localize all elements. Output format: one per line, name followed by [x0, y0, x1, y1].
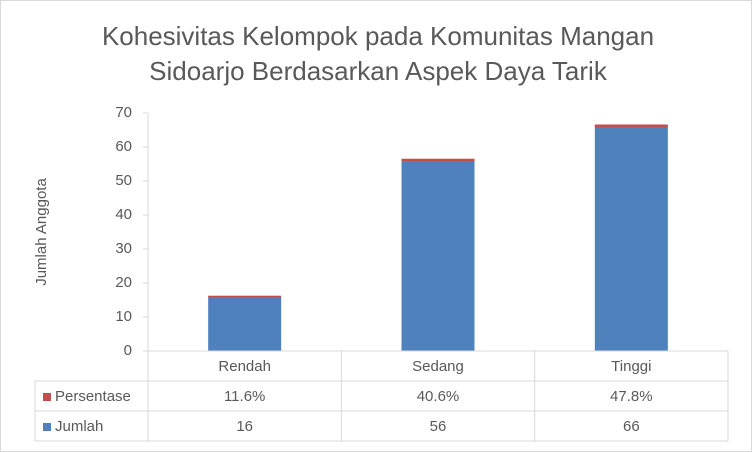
chart-title: Sidoarjo Berdasarkan Aspek Daya Tarik — [149, 56, 608, 86]
data-table-cell: 66 — [623, 418, 640, 435]
y-tick-label: 70 — [115, 104, 132, 121]
bar — [594, 126, 668, 352]
y-tick-label: 30 — [115, 240, 132, 257]
legend-label: Persentase — [55, 388, 131, 405]
data-table-cell: 47.8% — [610, 388, 653, 405]
legend-swatch — [43, 393, 51, 401]
y-axis-label: Jumlah Anggota — [33, 178, 50, 286]
y-tick-label: 0 — [124, 342, 132, 359]
data-table-cell: 40.6% — [417, 388, 460, 405]
y-tick-label: 50 — [115, 172, 132, 189]
x-tick-label: Sedang — [412, 358, 464, 375]
data-table-cell: 11.6% — [224, 388, 265, 405]
chart-title: Kohesivitas Kelompok pada Komunitas Mang… — [102, 21, 654, 51]
bar — [401, 158, 475, 162]
data-table-cell: 56 — [430, 418, 447, 435]
y-tick-label: 40 — [115, 206, 132, 223]
data-table-cell: 16 — [236, 418, 253, 435]
x-tick-label: Rendah — [218, 358, 271, 375]
x-tick-label: Tinggi — [611, 358, 651, 375]
legend-label: Jumlah — [55, 418, 103, 435]
y-tick-label: 60 — [115, 138, 132, 155]
bar — [594, 124, 668, 128]
legend-swatch — [43, 423, 51, 431]
y-tick-label: 10 — [115, 308, 132, 325]
y-tick-label: 20 — [115, 274, 132, 291]
bar — [401, 160, 475, 352]
bar — [208, 296, 282, 352]
